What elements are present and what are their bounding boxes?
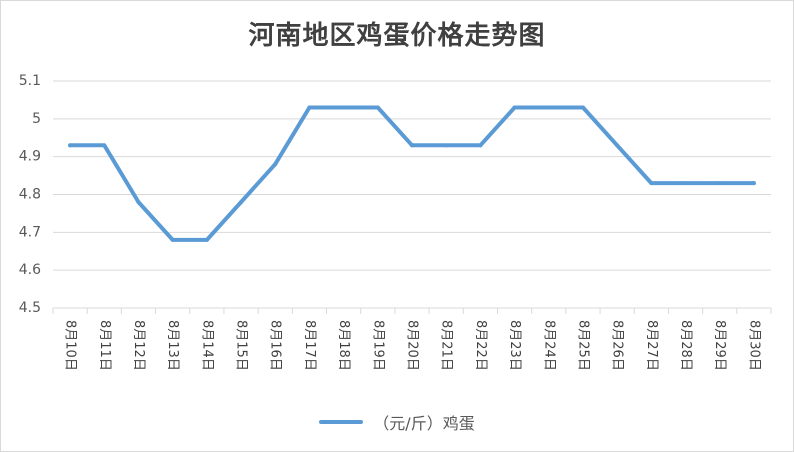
x-tick-label: 8月10日 xyxy=(63,320,78,371)
data-point xyxy=(751,181,756,186)
data-point xyxy=(204,237,209,242)
y-tick-label: 4.5 xyxy=(19,300,41,316)
y-tick-label: 5 xyxy=(32,111,41,127)
data-point xyxy=(68,143,73,148)
data-point xyxy=(239,200,244,205)
x-tick-label: 8月18日 xyxy=(336,320,351,371)
legend-swatch xyxy=(319,420,364,424)
legend: （元/斤）鸡蛋 xyxy=(1,410,793,434)
x-tick-label: 8月23日 xyxy=(507,320,522,371)
x-tick-label: 8月13日 xyxy=(165,320,180,371)
y-tick-label: 4.8 xyxy=(19,187,41,203)
x-tick-label: 8月26日 xyxy=(610,320,625,371)
data-point xyxy=(410,143,414,148)
data-point xyxy=(649,181,654,186)
x-tick-label: 8月12日 xyxy=(131,320,146,371)
chart-title: 河南地区鸡蛋价格走势图 xyxy=(248,21,546,51)
data-point xyxy=(512,105,517,110)
data-point xyxy=(478,143,483,148)
x-tick-label: 8月11日 xyxy=(97,320,112,371)
data-point xyxy=(341,105,346,110)
data-point xyxy=(273,162,278,167)
x-tick-label: 8月27日 xyxy=(644,320,659,371)
data-point xyxy=(307,105,312,110)
x-tick-label: 8月28日 xyxy=(678,320,693,371)
x-tick-label: 8月22日 xyxy=(473,320,488,371)
data-point xyxy=(580,105,585,110)
x-tick-label: 8月30日 xyxy=(746,320,761,371)
data-point xyxy=(717,181,722,186)
data-point xyxy=(375,105,380,110)
series-line xyxy=(68,105,756,242)
y-tick-label: 4.9 xyxy=(19,149,41,165)
data-point xyxy=(444,143,449,148)
x-tick-label: 8月25日 xyxy=(575,320,590,371)
data-point xyxy=(683,181,688,186)
data-point xyxy=(615,143,620,148)
y-tick-label: 4.7 xyxy=(19,224,41,240)
data-point xyxy=(546,105,551,110)
x-tick-label: 8月16日 xyxy=(268,320,283,371)
x-tick-label: 8月19日 xyxy=(370,320,385,371)
legend-label: （元/斤）鸡蛋 xyxy=(373,414,475,433)
data-point xyxy=(136,200,141,205)
x-tick-label: 8月15日 xyxy=(234,320,249,371)
x-tick-label: 8月21日 xyxy=(439,320,454,371)
x-tick-label: 8月17日 xyxy=(302,320,317,371)
y-tick-label: 5.1 xyxy=(19,73,41,89)
x-tick-label: 8月29日 xyxy=(712,320,727,371)
x-tick-label: 8月24日 xyxy=(541,320,556,371)
x-tick-label: 8月20日 xyxy=(405,320,420,371)
y-tick-label: 4.6 xyxy=(19,262,41,278)
data-point xyxy=(102,143,107,148)
x-tick-label: 8月14日 xyxy=(199,320,214,371)
data-point xyxy=(170,237,175,242)
